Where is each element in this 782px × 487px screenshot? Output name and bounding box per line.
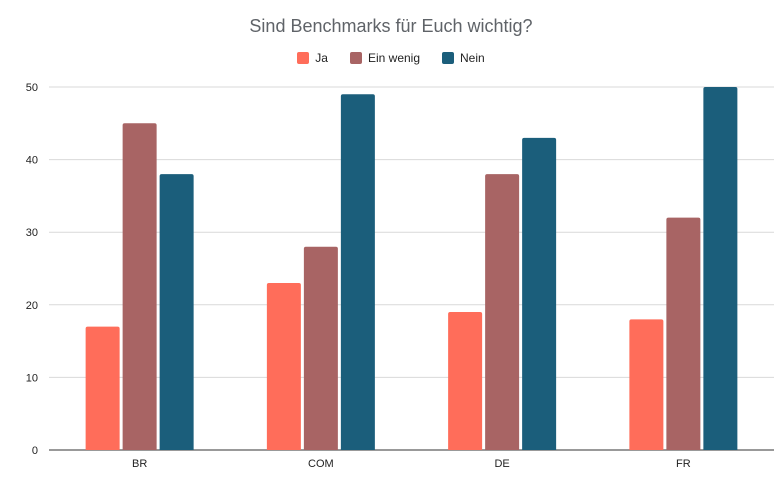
bar-br-ja[interactable]	[85, 326, 120, 450]
bar-fr-ja[interactable]	[629, 319, 664, 450]
legend-swatch-nein	[442, 52, 455, 64]
bar-de-ein-wenig[interactable]	[485, 174, 520, 450]
y-tick-label-20: 20	[26, 300, 38, 312]
bar-fr-ein-wenig[interactable]	[666, 217, 701, 450]
bar-br-ein-wenig[interactable]	[122, 123, 157, 451]
bar-com-ein-wenig[interactable]	[303, 246, 338, 450]
bar-com-ja[interactable]	[266, 283, 301, 450]
x-tick-label-fr: FR	[676, 458, 691, 470]
y-tick-label-0: 0	[32, 445, 38, 457]
bar-de-nein[interactable]	[522, 137, 557, 450]
legend-item-nein[interactable]: Nein	[442, 51, 485, 65]
legend: Ja Ein wenig Nein	[0, 51, 782, 65]
legend-swatch-ja	[297, 52, 310, 64]
legend-item-ja[interactable]: Ja	[297, 51, 328, 65]
legend-label-ja: Ja	[315, 51, 328, 65]
y-tick-label-10: 10	[26, 372, 38, 384]
y-tick-label-30: 30	[26, 227, 38, 239]
legend-swatch-ein-wenig	[349, 52, 362, 64]
legend-label-nein: Nein	[460, 51, 485, 65]
y-tick-label-50: 50	[26, 82, 38, 94]
y-tick-label-40: 40	[26, 155, 38, 167]
bar-de-ja[interactable]	[448, 312, 483, 450]
bar-fr-nein[interactable]	[703, 87, 738, 450]
x-tick-label-de: DE	[494, 458, 509, 470]
legend-label-ein-wenig: Ein wenig	[367, 51, 421, 65]
x-tick-label-br: BR	[132, 458, 147, 470]
bar-br-nein[interactable]	[159, 174, 194, 450]
x-tick-label-com: COM	[308, 458, 334, 470]
legend-item-ein-wenig[interactable]: Ein wenig	[349, 51, 421, 65]
chart-title: Sind Benchmarks für Euch wichtig?	[249, 16, 533, 36]
bar-com-nein[interactable]	[340, 94, 375, 450]
